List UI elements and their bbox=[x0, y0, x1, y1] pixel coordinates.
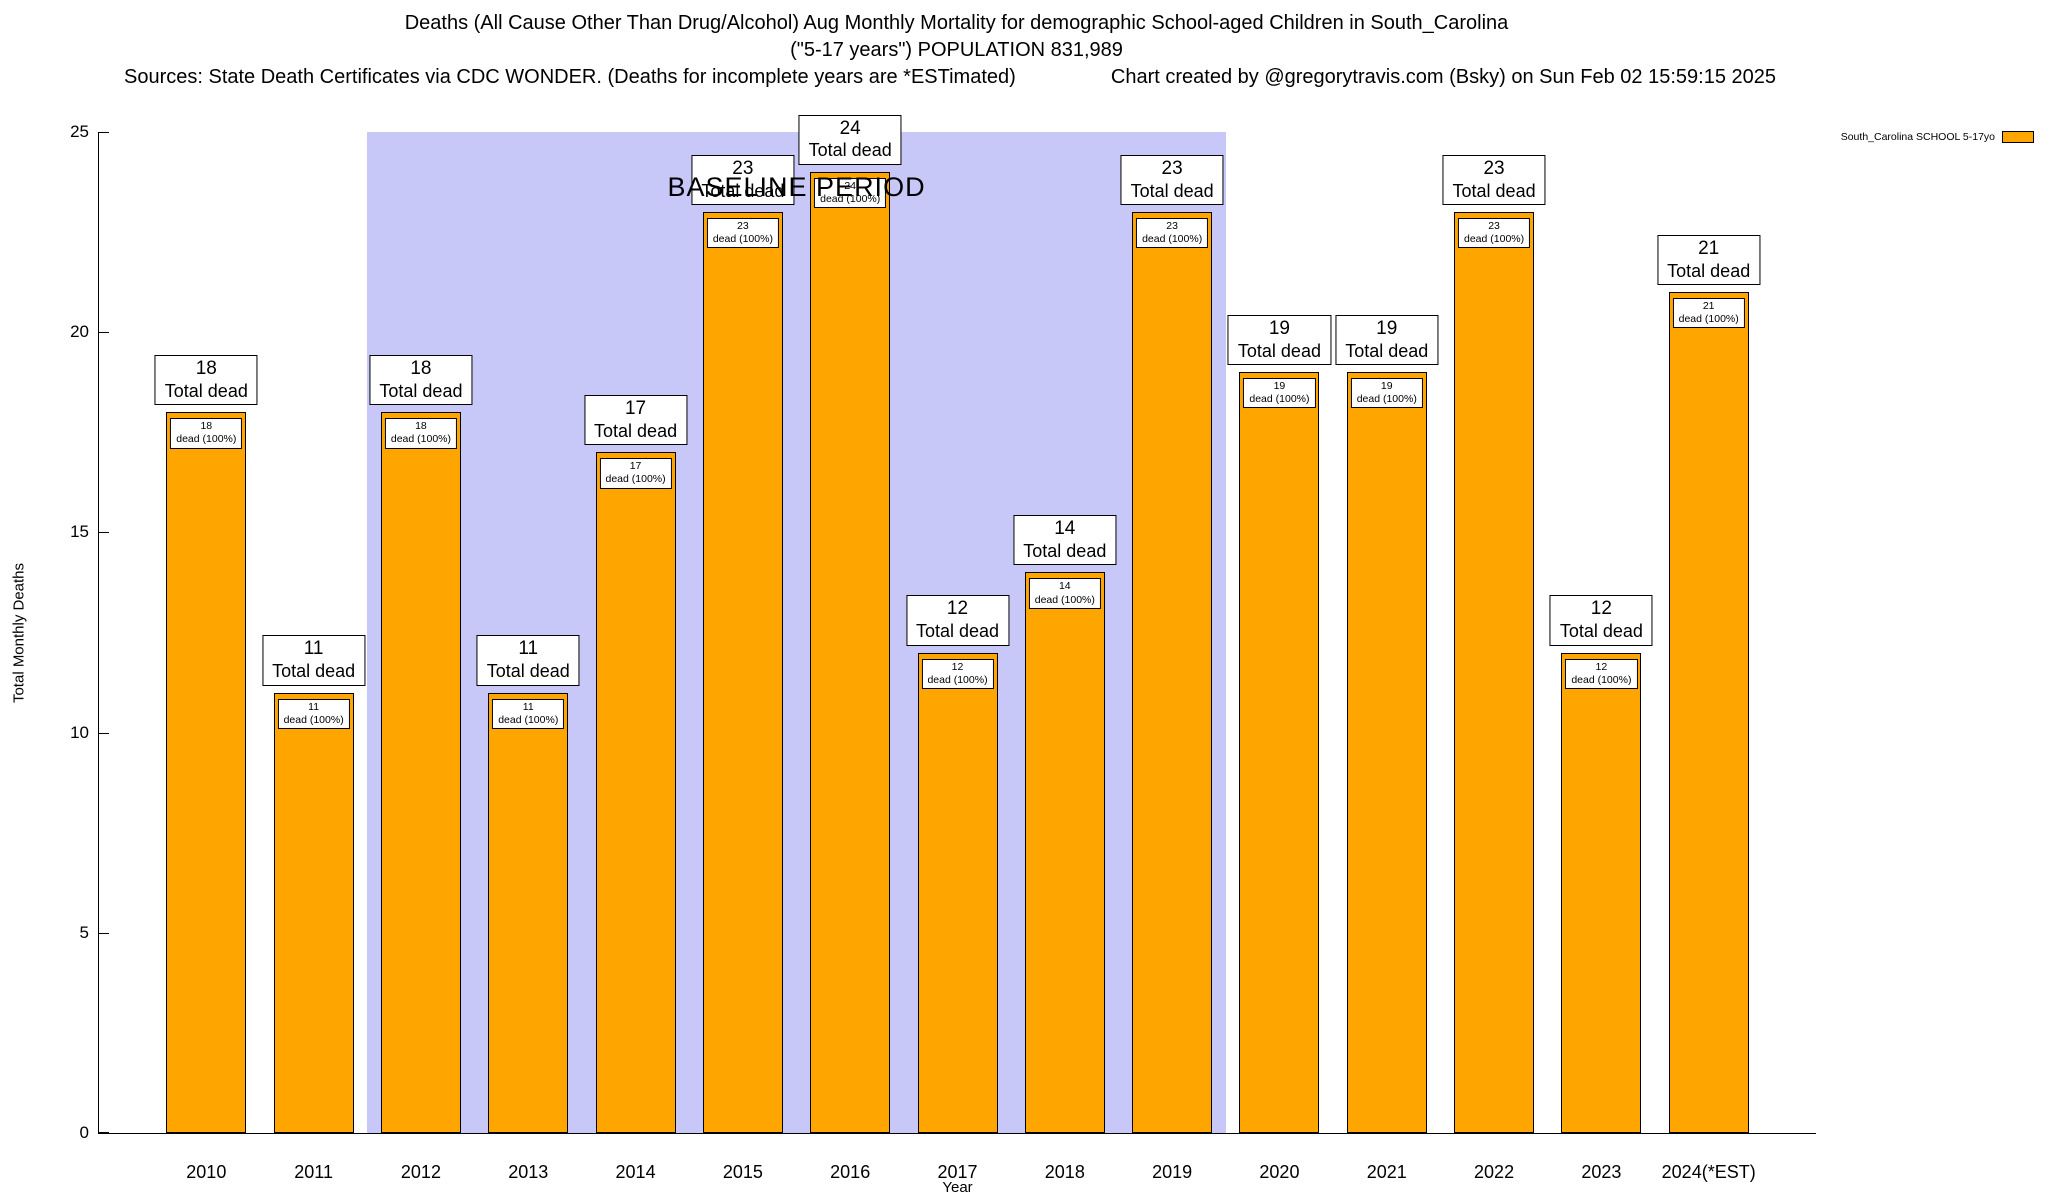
bar-total-label: 24 Total dead bbox=[798, 114, 902, 166]
y-tick-mark bbox=[99, 1132, 109, 1133]
bar-2018 bbox=[1024, 572, 1105, 1133]
bar-total-label: 12 Total dead bbox=[905, 595, 1010, 646]
y-tick-label: 10 bbox=[70, 722, 89, 742]
x-tick-label: 2019 bbox=[1152, 1162, 1193, 1182]
bar-total-label: 23 Total dead bbox=[691, 154, 795, 206]
bar-inner-label: 17 dead (100%) bbox=[599, 458, 672, 489]
bar-total-label: 19 Total dead bbox=[1335, 314, 1439, 366]
bar-2023 bbox=[1561, 652, 1642, 1133]
y-axis-title: Total Monthly Deaths bbox=[10, 562, 28, 703]
bar-2013 bbox=[488, 692, 569, 1133]
bar-2012 bbox=[380, 412, 461, 1133]
x-tick-label: 2022 bbox=[1474, 1162, 1515, 1182]
y-tick-mark bbox=[99, 932, 109, 934]
bar-inner-label: 18 dead (100%) bbox=[384, 418, 457, 449]
bar-total-label: 23 Total dead bbox=[1120, 154, 1224, 206]
x-tick-label: 2016 bbox=[830, 1162, 871, 1182]
chart-title-line2: ("5-17 years") POPULATION 831,989 bbox=[790, 39, 1123, 61]
bar-2019 bbox=[1132, 212, 1213, 1133]
bar-total-label: 17 Total dead bbox=[584, 394, 688, 446]
x-tick-label: 2015 bbox=[722, 1162, 763, 1182]
bar-total-label: 21 Total dead bbox=[1657, 234, 1761, 286]
y-tick-label: 25 bbox=[70, 122, 89, 141]
bar-inner-label: 12 dead (100%) bbox=[1565, 658, 1638, 689]
bar-inner-label: 23 dead (100%) bbox=[1458, 218, 1531, 249]
x-tick-label: 2020 bbox=[1259, 1162, 1300, 1182]
x-tick-label: 2024(*EST) bbox=[1661, 1162, 1756, 1182]
bar-total-label: 14 Total dead bbox=[1013, 515, 1117, 566]
bar-total-label: 11 Total dead bbox=[476, 635, 580, 686]
y-tick-label: 15 bbox=[70, 522, 89, 542]
x-tick-label: 2017 bbox=[937, 1162, 978, 1182]
bar-total-label: 18 Total dead bbox=[369, 354, 473, 406]
credit-text: Chart created by @gregorytravis.com (Bsk… bbox=[1110, 66, 1776, 88]
bar-2015 bbox=[702, 212, 783, 1133]
chart-header: Deaths (All Cause Other Than Drug/Alcoho… bbox=[98, 10, 1815, 91]
x-tick-label: 2014 bbox=[615, 1162, 656, 1182]
y-tick-label: 5 bbox=[79, 922, 89, 942]
x-tick-label: 2021 bbox=[1366, 1162, 1407, 1182]
bar-2024(*EST) bbox=[1668, 292, 1749, 1133]
bar-inner-label: 24 dead (100%) bbox=[814, 178, 887, 209]
bar-total-label: 19 Total dead bbox=[1227, 314, 1331, 366]
bar-inner-label: 21 dead (100%) bbox=[1672, 298, 1745, 329]
x-tick-label: 2023 bbox=[1581, 1162, 1622, 1182]
bar-inner-label: 19 dead (100%) bbox=[1243, 378, 1316, 409]
x-tick-label: 2018 bbox=[1044, 1162, 1085, 1182]
bar-inner-label: 18 dead (100%) bbox=[170, 418, 243, 449]
x-tick-label: 2010 bbox=[186, 1162, 227, 1182]
bar-inner-label: 12 dead (100%) bbox=[921, 658, 994, 689]
bar-2021 bbox=[1346, 372, 1427, 1133]
bar-inner-label: 11 dead (100%) bbox=[277, 698, 350, 729]
bar-inner-label: 19 dead (100%) bbox=[1350, 378, 1423, 409]
bar-total-label: 12 Total dead bbox=[1549, 595, 1653, 646]
legend: South_Carolina SCHOOL 5-17yo bbox=[1841, 131, 2034, 143]
chart-title-line3: Sources: State Death Certificates via CD… bbox=[98, 64, 1815, 91]
chart-title-line1: Deaths (All Cause Other Than Drug/Alcoho… bbox=[404, 12, 1509, 34]
y-tick-mark bbox=[99, 532, 109, 534]
x-tick-label: 2011 bbox=[294, 1162, 333, 1182]
bar-total-label: 23 Total dead bbox=[1442, 154, 1546, 206]
bar-total-label: 18 Total dead bbox=[154, 354, 258, 406]
plot-area: BASELINE PERIOD Total Monthly Deaths Yea… bbox=[11, 114, 1816, 1196]
bar-2014 bbox=[595, 452, 676, 1133]
bar-2020 bbox=[1239, 372, 1320, 1133]
bar-inner-label: 23 dead (100%) bbox=[1136, 218, 1209, 249]
sources-text: Sources: State Death Certificates via CD… bbox=[124, 66, 1016, 88]
bar-2011 bbox=[273, 692, 354, 1133]
y-tick-label: 20 bbox=[70, 322, 89, 342]
legend-swatch-icon bbox=[2002, 131, 2034, 143]
bar-2022 bbox=[1454, 212, 1535, 1133]
bar-2017 bbox=[917, 652, 998, 1133]
x-axis-title: Year bbox=[942, 1179, 973, 1196]
bar-inner-label: 11 dead (100%) bbox=[492, 698, 565, 729]
y-tick-label: 0 bbox=[79, 1123, 89, 1142]
y-tick-mark bbox=[99, 132, 109, 133]
x-tick-label: 2012 bbox=[400, 1162, 441, 1182]
baseline-label: BASELINE PERIOD bbox=[667, 172, 926, 202]
bar-inner-label: 23 dead (100%) bbox=[706, 218, 779, 249]
legend-series-label: South_Carolina SCHOOL 5-17yo bbox=[1840, 131, 1995, 143]
bar-2016 bbox=[810, 172, 891, 1133]
y-tick-mark bbox=[99, 732, 109, 734]
bar-total-label: 11 Total dead bbox=[262, 635, 366, 686]
bar-inner-label: 14 dead (100%) bbox=[1028, 578, 1101, 609]
y-tick-mark bbox=[99, 332, 109, 334]
bar-2010 bbox=[166, 412, 247, 1133]
x-tick-label: 2013 bbox=[508, 1162, 549, 1182]
